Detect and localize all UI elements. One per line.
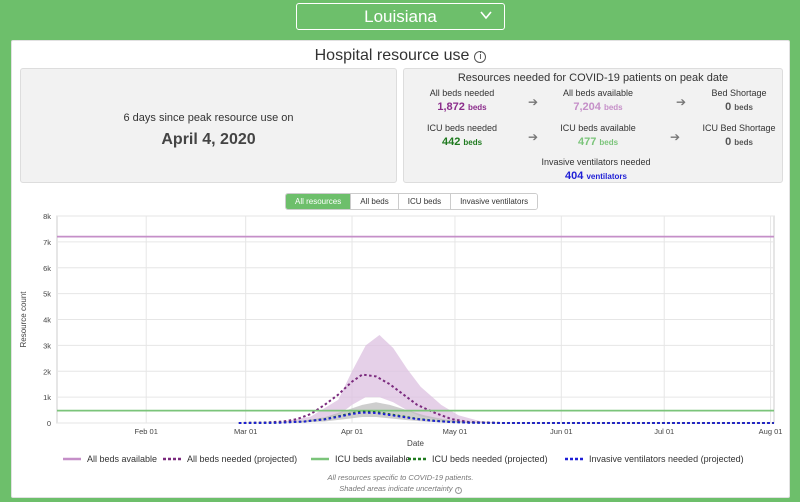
icu-beds-available-unit: beds: [599, 138, 619, 147]
info-icon[interactable]: i: [474, 51, 487, 63]
y-tick-label: 3k: [43, 341, 51, 350]
ventilators-needed-line: [238, 411, 774, 424]
icu-beds-available-value: 477 beds: [543, 136, 653, 148]
all-beds-available-label: All beds available: [562, 88, 634, 98]
bed-shortage-value: 0 beds: [684, 101, 794, 113]
x-tick-label: Mar 01: [234, 427, 257, 436]
x-tick-label: Apr 01: [341, 427, 363, 436]
icu-beds-needed-unit: beds: [463, 138, 483, 147]
resources-needed-box: Resources needed for COVID-19 patients o…: [403, 68, 783, 183]
y-tick-label: 0: [47, 419, 51, 428]
all-beds-available-value: 7,204 beds: [543, 101, 653, 113]
x-tick-label: Feb 01: [135, 427, 158, 436]
all-beds-needed-label: All beds needed: [429, 88, 495, 98]
footnote-uncertainty-text: Shaded areas indicate uncertainty: [339, 484, 453, 493]
all-beds-needed-value: 1,872 beds: [407, 101, 517, 113]
legend-item[interactable]: All beds available: [63, 454, 157, 464]
y-tick-label: 6k: [43, 264, 51, 273]
legend-label: All beds needed (projected): [187, 454, 298, 464]
all-beds-uncertainty-band: [276, 335, 503, 423]
state-select[interactable]: Louisiana: [296, 3, 505, 30]
legend-label: ICU beds needed (projected): [432, 454, 548, 464]
bed-shortage-label: Bed Shortage: [711, 88, 767, 98]
legend-swatch: [311, 457, 329, 461]
icu-beds-needed-value: 442 beds: [407, 136, 517, 148]
all-beds-needed-number: 1,872: [437, 101, 465, 113]
icu-beds-available: ICU beds available 477 beds: [543, 123, 653, 148]
legend-item[interactable]: ICU beds available: [311, 454, 411, 464]
icu-bed-shortage-unit: beds: [734, 138, 753, 147]
y-tick-label: 5k: [43, 290, 51, 299]
x-tick-label: May 01: [443, 427, 468, 436]
legend-swatch: [408, 457, 426, 461]
icu-beds-needed: ICU beds needed 442 beds: [407, 123, 517, 148]
all-beds-available-number: 7,204: [573, 101, 601, 113]
all-beds-available: All beds available 7,204 beds: [543, 88, 653, 113]
ventilators-needed-unit: ventilators: [586, 172, 627, 181]
legend-item[interactable]: ICU beds needed (projected): [408, 454, 548, 464]
tab-all-resources[interactable]: All resources: [286, 194, 352, 209]
y-tick-label: 4k: [43, 316, 51, 325]
legend-label: Invasive ventilators needed (projected): [589, 454, 744, 464]
icu-bed-shortage: ICU Bed Shortage 0 beds: [684, 123, 794, 148]
icu-bed-shortage-label: ICU Bed Shortage: [702, 123, 776, 133]
top-bar: Louisiana: [0, 0, 800, 40]
icu-beds-available-label: ICU beds available: [560, 123, 636, 133]
legend-item[interactable]: Invasive ventilators needed (projected): [565, 454, 744, 464]
tab-all-beds[interactable]: All beds: [351, 194, 399, 209]
chevron-down-icon: [480, 11, 492, 20]
all-beds-available-unit: beds: [603, 103, 623, 112]
section-title-text: Hospital resource use: [314, 47, 470, 64]
all-beds-needed-unit: beds: [467, 103, 487, 112]
legend-label: All beds available: [87, 454, 158, 464]
x-tick-label: Jun 01: [550, 427, 573, 436]
icu-bed-shortage-number: 0: [725, 136, 732, 148]
arrow-right-icon: ➔: [670, 130, 681, 144]
bed-shortage-number: 0: [725, 101, 732, 113]
arrow-right-icon: ➔: [528, 130, 539, 144]
all-beds-needed-line: [238, 373, 774, 424]
y-tick-label: 1k: [43, 393, 51, 402]
legend-label: ICU beds available: [335, 454, 411, 464]
y-tick-label: 7k: [43, 238, 51, 247]
ventilators-needed: Invasive ventilators needed 404 ventilat…: [531, 157, 661, 182]
ventilators-needed-label: Invasive ventilators needed: [541, 157, 651, 167]
resources-title: Resources needed for COVID-19 patients o…: [457, 72, 729, 84]
legend-swatch: [163, 457, 181, 461]
legend-swatch: [565, 457, 583, 461]
hospital-resource-card: Hospital resource use i 6 days since peak…: [11, 40, 790, 498]
y-tick-label: 2k: [43, 367, 51, 376]
peak-date-box: 6 days since peak resource use on April …: [20, 68, 397, 183]
state-select-value: Louisiana: [364, 6, 437, 26]
arrow-right-icon: ➔: [676, 95, 687, 109]
tab-invasive-ventilators[interactable]: Invasive ventilators: [451, 194, 538, 209]
legend-swatch: [63, 457, 81, 461]
tab-icu-beds[interactable]: ICU beds: [398, 194, 452, 209]
legend-item[interactable]: All beds needed (projected): [163, 454, 297, 464]
bed-shortage: Bed Shortage 0 beds: [684, 88, 794, 113]
icu-beds-uncertainty-band: [290, 402, 493, 423]
days-since-peak: 6 days since peak resource use on: [123, 112, 294, 124]
icu-bed-shortage-value: 0 beds: [684, 136, 794, 148]
x-tick-label: Jul 01: [654, 427, 674, 436]
icu-beds-available-number: 477: [577, 136, 597, 148]
icu-beds-needed-label: ICU beds needed: [426, 123, 498, 133]
bed-shortage-unit: beds: [734, 103, 753, 112]
icu-beds-needed-number: 442: [441, 136, 461, 148]
section-title: Hospital resource use i: [12, 47, 789, 65]
x-axis-label: Date: [407, 439, 424, 448]
resource-tabs: All resources All beds ICU beds Invasive…: [285, 193, 539, 210]
all-beds-needed: All beds needed 1,872 beds: [407, 88, 517, 113]
y-axis-label: Resource count: [19, 291, 28, 348]
ventilators-needed-value: 404 ventilators: [531, 170, 661, 182]
arrow-right-icon: ➔: [528, 95, 539, 109]
footnote-specific: All resources specific to COVID-19 patie…: [327, 473, 474, 482]
footnote-uncertainty: Shaded areas indicate uncertainty i: [12, 484, 789, 494]
resource-chart: 0 1k 2k 3k 4k 5k 6k 7k 8k Feb 01 Mar 01 Apr 01 May 0…: [19, 212, 783, 448]
y-tick-label: 8k: [43, 212, 51, 221]
x-tick-label: Aug 01: [759, 427, 783, 436]
info-icon[interactable]: i: [454, 487, 462, 494]
peak-date: April 4, 2020: [161, 131, 256, 148]
ventilators-needed-number: 404: [565, 170, 584, 182]
